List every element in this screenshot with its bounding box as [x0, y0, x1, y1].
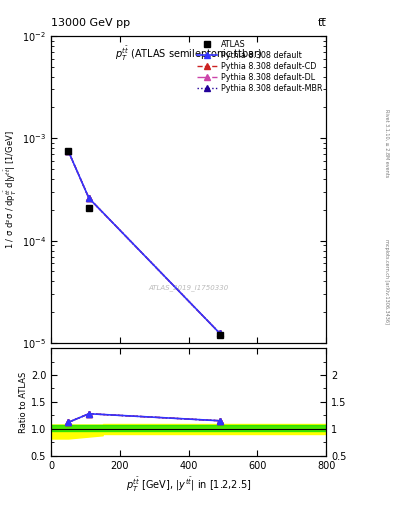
- ATLAS: [217, 332, 222, 338]
- Pythia 8.308 default-CD: [66, 148, 71, 154]
- Line: Pythia 8.308 default-DL: Pythia 8.308 default-DL: [66, 148, 222, 336]
- ATLAS: [66, 148, 71, 154]
- Pythia 8.308 default-MBR: [86, 195, 91, 201]
- Line: Pythia 8.308 default-MBR: Pythia 8.308 default-MBR: [66, 148, 222, 336]
- Pythia 8.308 default: [217, 330, 222, 336]
- Line: ATLAS: ATLAS: [65, 147, 223, 338]
- Line: Pythia 8.308 default-CD: Pythia 8.308 default-CD: [66, 148, 222, 336]
- ATLAS: [86, 205, 91, 211]
- Y-axis label: Ratio to ATLAS: Ratio to ATLAS: [19, 371, 28, 433]
- Pythia 8.308 default: [66, 148, 71, 154]
- Pythia 8.308 default-MBR: [217, 330, 222, 336]
- Pythia 8.308 default-DL: [217, 330, 222, 336]
- Text: ATLAS_2019_I1750330: ATLAS_2019_I1750330: [149, 284, 229, 291]
- Text: Rivet 3.1.10, ≥ 2.8M events: Rivet 3.1.10, ≥ 2.8M events: [384, 109, 389, 178]
- Y-axis label: 1 / σ d²σ / dp$^{t\bar{t}}_T$ d|y$^{t\bar{t}}$| [1/GeV]: 1 / σ d²σ / dp$^{t\bar{t}}_T$ d|y$^{t\ba…: [3, 130, 19, 249]
- Text: $p_T^{t\bar{t}}$ (ATLAS semileptonic ttbar): $p_T^{t\bar{t}}$ (ATLAS semileptonic ttb…: [115, 45, 262, 63]
- Text: tt̅: tt̅: [318, 18, 326, 28]
- Pythia 8.308 default-DL: [86, 195, 91, 201]
- Pythia 8.308 default-MBR: [66, 148, 71, 154]
- Pythia 8.308 default-CD: [86, 195, 91, 201]
- X-axis label: $p^{t\bar{t}}_T$ [GeV], $|y^{t\bar{t}}|$ in [1.2,2.5]: $p^{t\bar{t}}_T$ [GeV], $|y^{t\bar{t}}|$…: [126, 476, 252, 494]
- Pythia 8.308 default-CD: [217, 330, 222, 336]
- Text: mcplots.cern.ch [arXiv:1306.3436]: mcplots.cern.ch [arXiv:1306.3436]: [384, 239, 389, 324]
- Pythia 8.308 default: [86, 195, 91, 201]
- Text: 13000 GeV pp: 13000 GeV pp: [51, 18, 130, 28]
- Pythia 8.308 default-DL: [66, 148, 71, 154]
- Legend: ATLAS, Pythia 8.308 default, Pythia 8.308 default-CD, Pythia 8.308 default-DL, P: ATLAS, Pythia 8.308 default, Pythia 8.30…: [196, 38, 324, 95]
- Line: Pythia 8.308 default: Pythia 8.308 default: [66, 148, 222, 336]
